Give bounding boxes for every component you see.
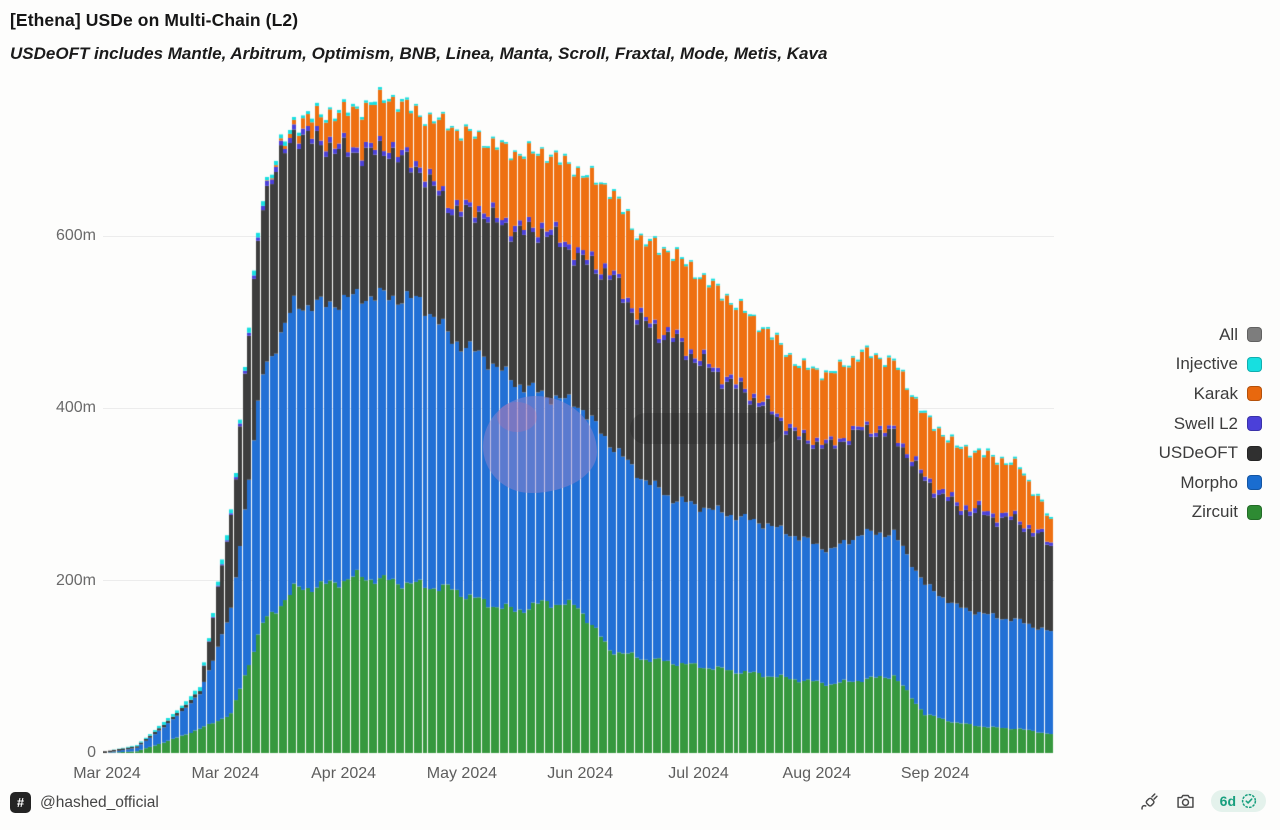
- x-tick-label: Mar 2024: [73, 765, 141, 782]
- camera-icon[interactable]: [1175, 790, 1197, 812]
- x-tick-label: Sep 2024: [900, 765, 970, 782]
- legend: All Injective Karak Swell L2 USDeOFT Morpho Zi…: [1159, 320, 1262, 527]
- hash-logo-icon: #: [10, 792, 31, 813]
- legend-swatch-icon: [1247, 416, 1262, 432]
- dark-watermark-blob: [630, 413, 782, 444]
- legend-item-all[interactable]: All: [1219, 320, 1262, 350]
- x-tick-label: May 2024: [426, 765, 498, 782]
- legend-item-karak[interactable]: Karak: [1194, 379, 1262, 409]
- purple-watermark-accent: [497, 402, 537, 432]
- refresh-age-badge[interactable]: 6d: [1210, 790, 1266, 812]
- legend-item-morpho[interactable]: Morpho: [1180, 468, 1262, 498]
- y-tick-label: 200m: [55, 571, 96, 589]
- y-tick-label: 0: [87, 744, 96, 761]
- legend-label: Karak: [1193, 383, 1238, 403]
- author-handle[interactable]: @hashed_official: [40, 793, 159, 811]
- legend-swatch-icon: [1247, 445, 1262, 461]
- plug-icon[interactable]: [1139, 790, 1161, 812]
- legend-swatch-icon: [1247, 327, 1262, 343]
- legend-swatch-icon: [1247, 504, 1262, 520]
- legend-label: Swell L2: [1173, 413, 1238, 433]
- legend-swatch-icon: [1247, 475, 1262, 491]
- attribution: # @hashed_official: [10, 792, 159, 813]
- legend-item-injective[interactable]: Injective: [1176, 350, 1262, 380]
- legend-item-zircuit[interactable]: Zircuit: [1192, 498, 1262, 528]
- legend-swatch-icon: [1247, 356, 1262, 372]
- x-tick-label: Jun 2024: [547, 765, 614, 782]
- toolbar: 6d: [1139, 790, 1266, 812]
- y-tick-label: 600m: [55, 227, 96, 244]
- legend-item-swell-l2[interactable]: Swell L2: [1174, 409, 1262, 439]
- legend-swatch-icon: [1247, 386, 1262, 402]
- legend-label: USDeOFT: [1158, 443, 1238, 463]
- purple-watermark-blob: [483, 396, 597, 493]
- legend-label: Zircuit: [1191, 502, 1238, 522]
- x-tick-label: Apr 2024: [311, 765, 377, 782]
- legend-label: All: [1219, 324, 1238, 344]
- page-title: [Ethena] USDe on Multi-Chain (L2): [10, 10, 299, 30]
- y-tick-label: 400m: [55, 399, 96, 417]
- x-tick-label: Mar 2024: [191, 765, 260, 782]
- verified-badge-icon: [1241, 793, 1257, 809]
- chart-subtitle: USDeOFT includes Mantle, Arbitrum, Optim…: [10, 44, 828, 63]
- x-tick-label: Jul 2024: [668, 765, 729, 782]
- legend-label: Morpho: [1180, 472, 1238, 492]
- x-tick-label: Aug 2024: [782, 765, 852, 782]
- legend-item-usdeoft[interactable]: USDeOFT: [1159, 438, 1262, 468]
- legend-label: Injective: [1175, 354, 1238, 374]
- age-text: 6d: [1219, 793, 1236, 809]
